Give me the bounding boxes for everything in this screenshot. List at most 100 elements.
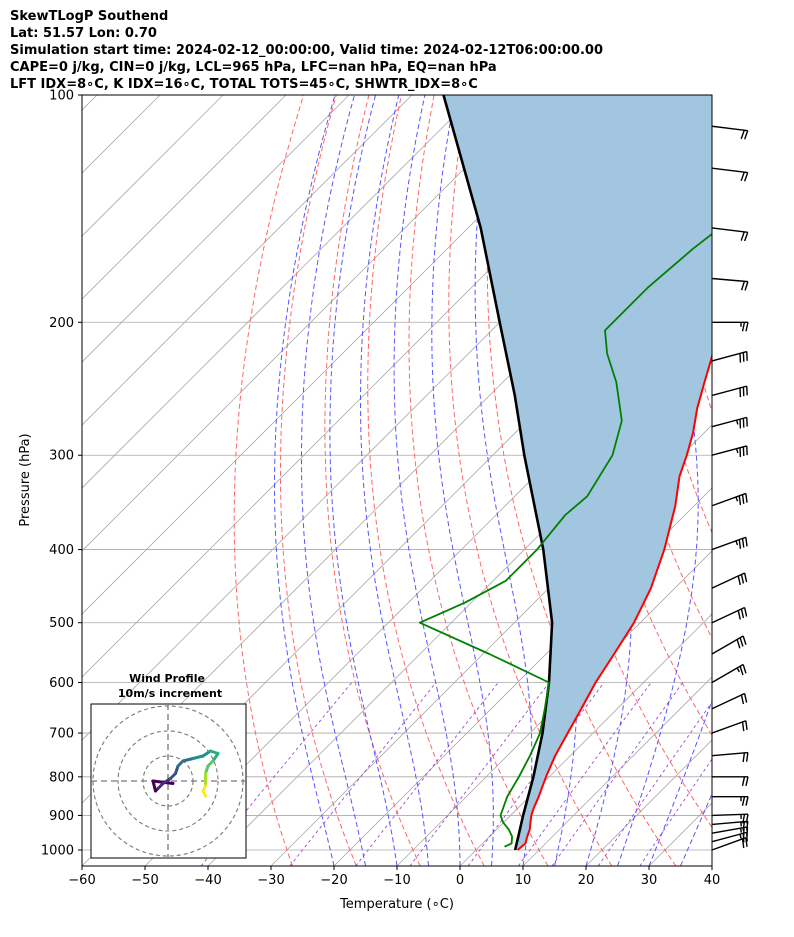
dry-adiabat-line	[760, 95, 794, 866]
moist-adiabat-line	[474, 95, 533, 866]
dewpoint-profile-line	[418, 232, 712, 848]
dry-adiabat-line	[448, 95, 613, 866]
time-line: Simulation start time: 2024-02-12_00:00:…	[10, 43, 603, 58]
wind-barb-flag	[745, 493, 748, 503]
wind-barb-shaft	[711, 416, 747, 428]
wind-barb	[711, 692, 748, 710]
moist-adiabat-line	[360, 95, 429, 866]
wind-barb-shaft	[711, 837, 747, 851]
isotherm-line	[82, 95, 539, 552]
wind-barb-shaft	[711, 227, 748, 234]
dry-adiabat-line	[324, 95, 421, 866]
wind-barb-flag	[743, 130, 749, 140]
isotherm-line	[82, 95, 413, 426]
wind-barb	[711, 663, 747, 684]
y-tick-label: 900	[49, 809, 74, 824]
hodograph-segment	[201, 749, 212, 758]
moist-adiabat-line	[431, 95, 494, 866]
wind-barb	[711, 125, 749, 140]
wind-barb-flag	[738, 495, 742, 506]
wind-barb-flag	[741, 838, 745, 849]
wind-barb-flag	[737, 575, 741, 586]
isotherm-line	[459, 613, 712, 866]
y-axis-label: Pressure (hPa)	[18, 433, 33, 526]
wind-barb-flag	[743, 232, 749, 242]
wind-barb-flag	[740, 171, 745, 182]
dry-adiabat-line	[367, 95, 485, 866]
dry-adiabat-line	[233, 95, 305, 866]
wind-barb-shaft	[711, 125, 748, 132]
wind-barb	[711, 416, 748, 429]
isotherm-line	[82, 95, 287, 300]
isotherm-line	[522, 676, 712, 866]
wind-barb	[711, 227, 749, 242]
hodograph-ring	[117, 730, 219, 832]
x-tick-label: 40	[704, 873, 721, 888]
moist-adiabat-line	[648, 698, 712, 866]
wind-barb-flag	[740, 574, 745, 584]
wind-barb-shaft	[711, 635, 744, 655]
wind-barb-half-flag	[735, 540, 739, 546]
wind-barb-shaft	[711, 572, 745, 589]
wind-barb-flag	[741, 494, 745, 504]
wind-barb	[712, 796, 749, 806]
wind-barb-flag	[741, 538, 745, 548]
moist-adiabat-line	[680, 792, 712, 866]
wind-barb	[712, 776, 749, 786]
wind-barb-flag	[742, 814, 746, 824]
mixing-ratio-line	[518, 682, 652, 866]
inset-subtitle: 10m/s increment	[118, 687, 222, 700]
wind-barb-flag	[740, 281, 746, 291]
wind-barb-flag	[743, 172, 749, 182]
wind-barb-shaft	[711, 167, 748, 174]
wind-barb-flag	[742, 635, 747, 645]
y-tick-label: 700	[49, 727, 74, 742]
wind-barb-shaft	[711, 820, 748, 826]
x-tick-label: −10	[383, 873, 410, 888]
mixing-ratio-line	[409, 682, 550, 866]
location-line: Lat: 51.57 Lon: 0.70	[10, 26, 157, 41]
wind-barb-flag	[743, 607, 748, 617]
wind-barb-shaft	[711, 751, 748, 757]
wind-barb-flag	[743, 572, 748, 583]
instability-shading	[443, 95, 712, 850]
inset-title: Wind Profile	[129, 672, 205, 685]
wind-barb-flag	[745, 720, 748, 730]
wind-barb	[711, 720, 748, 734]
wind-barb-shaft	[711, 720, 747, 734]
wind-barb-flag	[740, 231, 745, 241]
wind-barb-flag	[740, 608, 745, 619]
x-tick-label: −30	[257, 873, 284, 888]
indices-line-2: LFT IDX=8∘C, K IDX=16∘C, TOTAL TOTS=45∘C…	[10, 77, 478, 92]
y-tick-label: 400	[49, 543, 74, 558]
mixing-ratio-line	[551, 682, 684, 866]
wind-barb-flag	[740, 694, 745, 705]
x-tick-label: −50	[131, 873, 158, 888]
wind-barb-half-flag	[735, 496, 739, 502]
moist-adiabat-line	[617, 95, 699, 866]
wind-barb-flag	[741, 322, 746, 332]
wind-barb	[711, 445, 748, 457]
moist-adiabat-line	[711, 864, 712, 866]
wind-barb	[711, 751, 749, 763]
wind-barb	[711, 837, 748, 851]
wind-barb-half-flag	[735, 419, 739, 425]
wind-barb-flag	[741, 796, 746, 806]
wind-barb	[711, 350, 748, 363]
moist-adiabat-line	[329, 95, 398, 866]
isotherm-line	[82, 95, 476, 489]
isotherm-line	[396, 550, 712, 866]
hodograph-segment	[181, 757, 195, 763]
parcel-profile-line	[442, 95, 554, 851]
wind-barb-flag	[744, 281, 749, 291]
wind-barb-flag	[745, 821, 749, 831]
indices-line-1: CAPE=0 j/kg, CIN=0 j/kg, LCL=965 hPa, LF…	[10, 60, 497, 75]
x-tick-label: 0	[456, 873, 464, 888]
wind-barb	[711, 606, 748, 624]
hodograph-segment	[201, 789, 207, 798]
wind-barb-flag	[745, 814, 749, 824]
mixing-ratio-line	[597, 701, 712, 866]
wind-barb-shaft	[711, 492, 747, 507]
x-tick-label: −60	[68, 873, 95, 888]
hodograph-segment	[161, 777, 172, 785]
